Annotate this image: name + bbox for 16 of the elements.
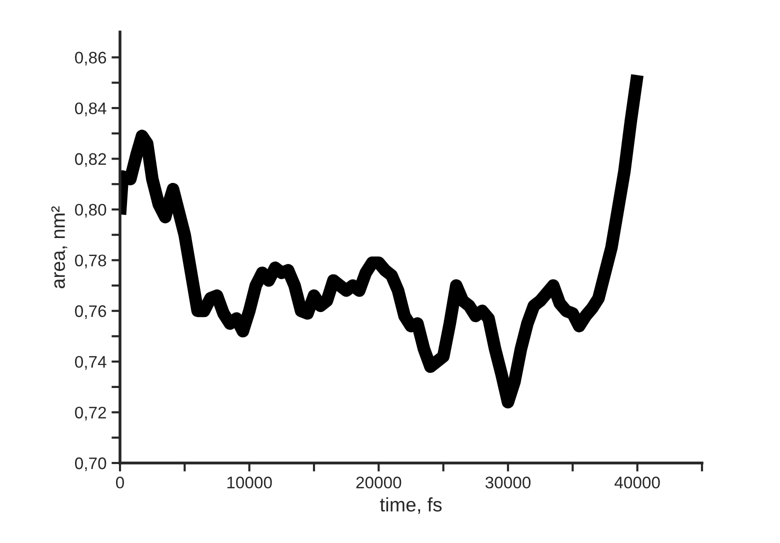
y-tick-label: 0,76 xyxy=(75,305,106,320)
y-tick-label: 0,74 xyxy=(75,356,106,370)
x-tick-label: 20000 xyxy=(356,476,402,488)
y-tick-label: 0,82 xyxy=(75,153,106,167)
x-tick-label: 0 xyxy=(116,476,124,488)
x-tick-label: 10000 xyxy=(227,476,272,488)
y-tick-label: 0,86 xyxy=(75,52,106,66)
y-tick-label: 0,84 xyxy=(75,102,106,116)
y-tick-label: 0,80 xyxy=(75,204,106,218)
x-tick-label: 40000 xyxy=(614,476,660,488)
y-tick-label: 0,72 xyxy=(75,406,106,420)
y-tick-label: 0,78 xyxy=(75,254,106,268)
x-axis-title: time, fs xyxy=(380,497,442,514)
y-axis-title: area, nm² xyxy=(51,206,68,288)
y-tick-label: 0,70 xyxy=(75,457,106,472)
x-tick-label: 30000 xyxy=(485,476,531,488)
